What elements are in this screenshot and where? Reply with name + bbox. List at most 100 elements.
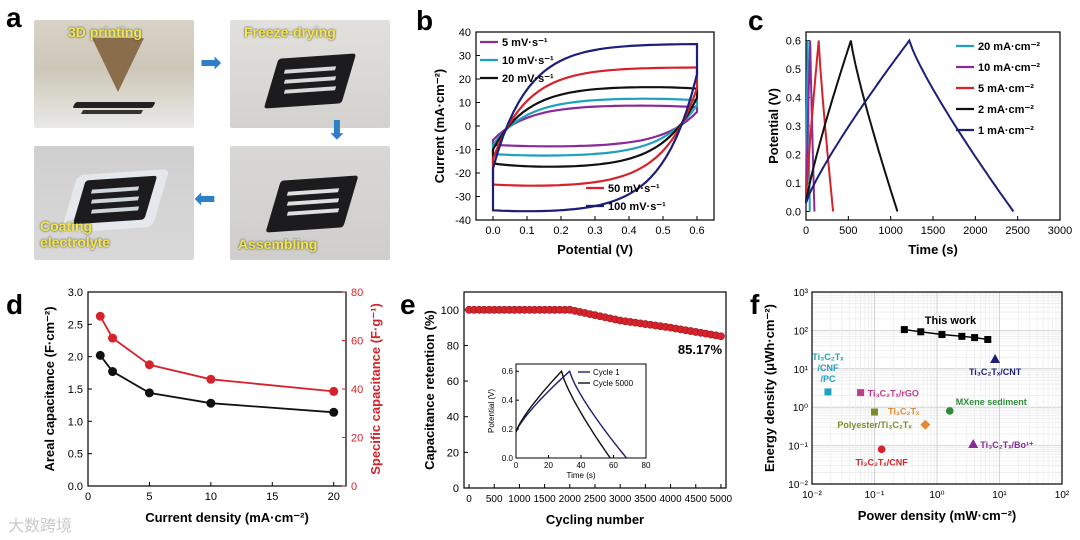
y-tick-label-d: 2.5 xyxy=(68,319,83,331)
legend-label-b: 20 mV·s⁻¹ xyxy=(502,73,554,85)
panel-label-f: f xyxy=(750,289,760,320)
arrow-down-icon: ⬇ xyxy=(326,116,348,146)
panel-label-c: c xyxy=(748,5,764,36)
panel-label-a: a xyxy=(6,2,22,33)
y-tick-label-d: 1.5 xyxy=(68,384,83,396)
data-point-d xyxy=(95,350,105,360)
y-tick-label-b: -10 xyxy=(455,145,471,157)
y-tick-label-b: 30 xyxy=(459,51,471,63)
y-tick-label-f: 10³ xyxy=(794,288,809,299)
x-tick-label-c: 500 xyxy=(839,225,857,237)
x-tick-label-e: 3000 xyxy=(609,494,632,505)
x-tick-label-f: 10⁻² xyxy=(802,490,822,501)
cv-curve-5 xyxy=(491,43,699,213)
reference-label: MXene sediment xyxy=(956,397,1027,407)
y2-tick-label-d: 60 xyxy=(351,336,363,348)
this-work-point xyxy=(900,326,908,334)
y-tick-label-c: 0.6 xyxy=(786,36,801,48)
photo-3d-printing: 3D printing xyxy=(34,20,194,128)
this-work-point xyxy=(958,332,966,340)
y2-tick-label-d: 20 xyxy=(351,433,363,445)
x-axis-label-f: Power density (mW·cm⁻²) xyxy=(858,508,1017,523)
inset-curve-2 xyxy=(515,369,611,459)
y-tick-label-c: 0.3 xyxy=(786,121,801,133)
y-tick-label-d: 0.0 xyxy=(68,481,83,493)
y-tick-label-b: -20 xyxy=(455,168,471,180)
photo-assembling: Assembling xyxy=(230,146,390,260)
panel-label-b: b xyxy=(416,5,433,36)
x-tick-label-e: 500 xyxy=(486,494,503,505)
x-tick-label-c: 3000 xyxy=(1048,225,1072,237)
y-tick-label-b: 10 xyxy=(459,98,471,110)
x-tick-label-b: 0.6 xyxy=(689,225,704,237)
legend-label-b: 5 mV·s⁻¹ xyxy=(502,37,548,49)
reference-label: Ti₃C₂Tₓ/CNT xyxy=(969,367,1022,377)
reference-marker-5 xyxy=(945,407,954,415)
x-tick-label-e: 4500 xyxy=(685,494,708,505)
inset-y-tick-label: 0.6 xyxy=(502,367,514,376)
step-label-assembling: Assembling xyxy=(238,236,318,252)
x-tick-label-c: 2000 xyxy=(963,225,987,237)
y-tick-label-c: 0.0 xyxy=(786,206,801,218)
gcd-curve-5 xyxy=(805,38,1015,213)
y-tick-label-b: -30 xyxy=(455,192,471,204)
inset-x-tick-label: 60 xyxy=(609,461,618,470)
y-tick-label-d: 0.5 xyxy=(68,449,83,461)
y-axis-label-d: Areal capacitance (F·cm⁻²) xyxy=(42,306,57,471)
inset-x-label: Time (s) xyxy=(566,471,595,480)
cv-curve-1 xyxy=(491,104,699,148)
y-tick-label-c: 0.5 xyxy=(786,64,801,76)
this-work-label: This work xyxy=(925,315,977,327)
watermark: 大数跨境 xyxy=(8,516,73,535)
data-point-e xyxy=(717,332,725,341)
this-work-point xyxy=(938,331,946,339)
y-axis-label-e: Capacitance retention (%) xyxy=(422,310,437,470)
cv-curve-3 xyxy=(491,86,699,168)
y2-axis-label-d: Specific capacitance (F·g⁻¹) xyxy=(368,303,383,475)
x-tick-label-c: 2500 xyxy=(1005,225,1029,237)
y-tick-label-e: 0 xyxy=(453,483,459,495)
y-tick-label-e: 20 xyxy=(447,447,459,459)
y-tick-label-f: 10⁻² xyxy=(788,480,808,491)
x-tick-label-b: 0.1 xyxy=(519,225,534,237)
inset-y-tick-label: 0.0 xyxy=(502,454,514,463)
this-work-point xyxy=(917,328,925,336)
data-point-d xyxy=(329,386,339,396)
y-tick-label-c: 0.4 xyxy=(786,93,801,105)
x-tick-label-e: 5000 xyxy=(710,494,733,505)
data-point-d xyxy=(144,360,154,370)
reference-marker-8 xyxy=(877,445,886,454)
x-tick-label-e: 1500 xyxy=(533,494,556,505)
y2-tick-label-d: 0 xyxy=(351,481,357,493)
reference-label: /CNF xyxy=(817,363,838,373)
series-line-d-2 xyxy=(99,315,334,393)
legend-label-c: 20 mA·cm⁻² xyxy=(978,41,1040,53)
step-label-coating-line1: Coating xyxy=(40,218,93,234)
inset-y-tick-label: 0.4 xyxy=(502,396,514,405)
series-line-d-1 xyxy=(99,354,334,414)
inset-x-tick-label: 20 xyxy=(544,461,553,470)
y-tick-label-f: 10² xyxy=(794,326,809,337)
reference-label: Polyester/Ti₃C₂Tₓ xyxy=(837,420,912,430)
reference-label: Ti₃C₂Tₓ/Bo¹⁺ xyxy=(980,440,1034,450)
data-point-d xyxy=(144,388,154,398)
reference-marker-1 xyxy=(824,388,832,396)
reference-label: Ti₃C₂Tₓ xyxy=(812,352,844,362)
reference-marker-2 xyxy=(857,389,865,397)
legend-label-b: 10 mV·s⁻¹ xyxy=(502,55,554,67)
x-tick-label-d: 5 xyxy=(146,491,152,503)
this-work-point xyxy=(971,334,979,342)
cv-curve-4 xyxy=(491,66,699,187)
y-tick-label-e: 80 xyxy=(447,340,459,352)
inset-x-tick-label: 80 xyxy=(642,461,651,470)
y-axis-label-b: Current (mA·cm⁻²) xyxy=(432,69,447,183)
inset-curve-1 xyxy=(515,369,628,459)
panel-label-e: e xyxy=(400,289,416,320)
inset-y-tick-label: 0.2 xyxy=(502,425,514,434)
x-tick-label-d: 20 xyxy=(328,491,340,503)
reference-label: Ti₃C₂Tₓ/rGO xyxy=(868,389,919,399)
this-work-point xyxy=(984,335,992,343)
y-tick-label-d: 1.0 xyxy=(68,416,83,428)
x-tick-label-c: 1000 xyxy=(878,225,902,237)
